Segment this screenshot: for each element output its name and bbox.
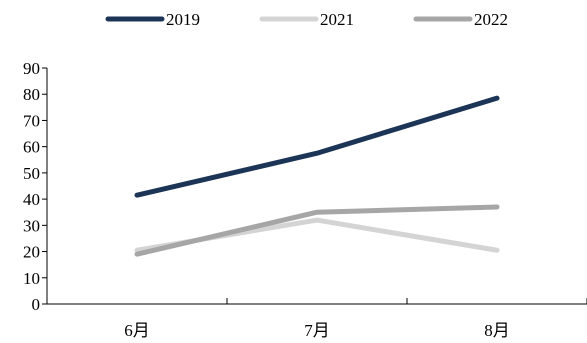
x-tick-label: 7月 [304, 321, 330, 340]
y-tick-label: 60 [23, 138, 40, 157]
x-axis: 6月 7月 8月 [46, 298, 587, 340]
series-line-2019 [134, 95, 500, 198]
x-tick-label: 6月 [124, 321, 150, 340]
series-layer [134, 95, 500, 257]
y-tick-label: 80 [23, 85, 40, 104]
series-line-2022 [134, 204, 500, 257]
legend-label-2021: 2021 [320, 10, 354, 29]
series-line-2021 [134, 217, 500, 253]
legend: 2019 2021 2022 [105, 10, 508, 29]
y-tick-label: 0 [32, 295, 41, 314]
y-tick-label: 70 [23, 111, 40, 130]
y-tick-label: 20 [23, 243, 40, 262]
legend-label-2022: 2022 [474, 10, 508, 29]
y-axis: 0 10 20 30 40 50 60 70 80 90 [23, 59, 48, 314]
legend-label-2019: 2019 [166, 10, 200, 29]
y-tick-label: 40 [23, 190, 40, 209]
y-tick-label: 50 [23, 164, 40, 183]
y-tick-label: 90 [23, 59, 40, 78]
x-tick-label: 8月 [484, 321, 510, 340]
y-tick-label: 10 [23, 269, 40, 288]
y-tick-label: 30 [23, 216, 40, 235]
